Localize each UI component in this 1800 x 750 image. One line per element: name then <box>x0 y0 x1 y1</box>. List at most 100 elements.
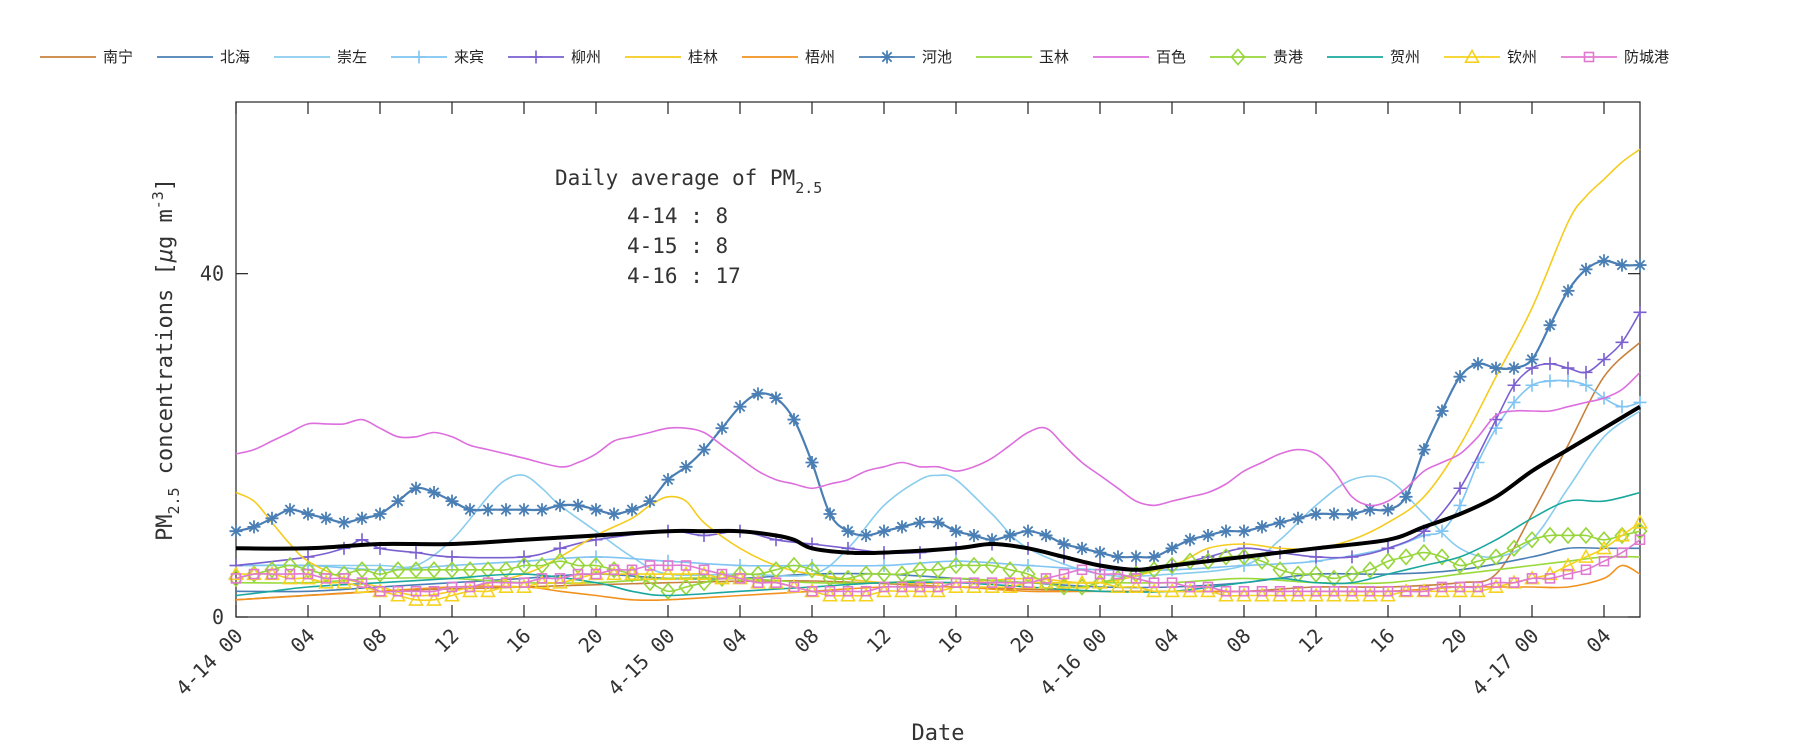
data-point <box>967 528 981 542</box>
data-point <box>1364 585 1376 597</box>
data-point <box>1362 587 1378 602</box>
data-point <box>912 561 928 579</box>
data-point <box>336 565 352 583</box>
data-point <box>1580 564 1592 576</box>
data-point <box>229 524 243 538</box>
data-point <box>391 494 405 508</box>
data-point <box>678 565 694 581</box>
data-point <box>715 421 729 435</box>
data-point <box>318 565 334 583</box>
data-point <box>1633 305 1647 319</box>
data-point <box>1292 585 1304 597</box>
data-point <box>1308 565 1324 583</box>
data-point <box>1452 556 1468 575</box>
series-group <box>236 410 1641 578</box>
data-point <box>930 583 946 598</box>
legend-item: 河池 <box>859 48 952 66</box>
data-point <box>858 565 874 583</box>
series-group <box>228 522 1648 600</box>
data-point <box>1254 587 1270 602</box>
legend-item: 桂林 <box>625 48 718 66</box>
data-point <box>1093 546 1107 560</box>
legend-label: 梧州 <box>805 48 835 66</box>
data-point <box>1362 561 1378 579</box>
data-point <box>1525 353 1539 366</box>
data-point <box>1238 585 1250 597</box>
data-point <box>1418 585 1430 597</box>
data-point <box>1274 585 1286 597</box>
data-point <box>554 573 566 584</box>
data-point <box>1020 565 1036 583</box>
legend-label: 柳州 <box>571 48 601 66</box>
data-point <box>1255 520 1269 534</box>
data-point <box>1290 587 1306 602</box>
data-point <box>1039 528 1053 542</box>
data-point <box>1435 404 1449 418</box>
x-tick-label: 16 <box>502 624 536 658</box>
x-tick-label: 12 <box>430 624 464 658</box>
data-point <box>1542 526 1558 545</box>
data-point <box>1218 587 1234 602</box>
legend-label: 防城港 <box>1624 48 1669 66</box>
data-point <box>409 546 423 560</box>
data-point <box>462 583 478 598</box>
y-tick-label: 0 <box>212 605 224 629</box>
legend-label: 玉林 <box>1039 48 1069 66</box>
x-tick-label: 20 <box>1438 624 1472 658</box>
data-point <box>354 561 370 579</box>
data-point <box>1164 583 1180 598</box>
data-point <box>752 577 764 588</box>
data-point <box>1398 548 1414 566</box>
data-point <box>698 564 710 576</box>
x-tick-label: 16 <box>1366 624 1400 658</box>
y-axis-title: PM2.5 concentrations [μg m-3] <box>149 178 183 541</box>
annotation: Daily average of PM2.5 4-14 : 8 4-15 : 8… <box>555 166 822 288</box>
data-point <box>1453 498 1467 512</box>
x-tick-label: 12 <box>862 624 896 658</box>
data-point <box>1075 541 1089 555</box>
data-point <box>1094 568 1106 580</box>
data-point <box>1183 533 1197 547</box>
y-tick-label: 40 <box>200 262 224 286</box>
legend-item: 来宾 <box>391 48 484 66</box>
data-point <box>336 574 352 589</box>
data-point <box>1346 585 1358 597</box>
data-point <box>1219 524 1233 538</box>
y-axis-title-sup: -3 <box>149 191 167 209</box>
data-point <box>895 520 909 534</box>
data-point <box>842 585 854 597</box>
data-point <box>841 524 855 538</box>
data-point <box>1057 537 1071 551</box>
data-point <box>1543 318 1557 332</box>
data-point <box>390 561 406 579</box>
series-group <box>229 254 1647 564</box>
data-point <box>1272 561 1288 579</box>
x-tick-label: 4-14 00 <box>171 624 248 701</box>
data-point <box>1146 583 1162 598</box>
data-point <box>968 577 980 588</box>
data-point <box>1201 528 1215 542</box>
data-point <box>804 561 820 579</box>
data-point <box>1578 548 1594 563</box>
axis-ticks: 4-14 00 04 08 12 16 204-15 00 04 08 12 16 204-16 0… <box>171 102 1640 700</box>
legend-item: 防城港 <box>1561 48 1669 66</box>
data-point <box>697 443 711 457</box>
data-point <box>1452 583 1468 598</box>
data-point <box>770 577 782 588</box>
legend-item: 南宁 <box>40 48 133 66</box>
legend-label: 河池 <box>922 48 952 66</box>
data-point <box>1633 258 1647 272</box>
data-point <box>1526 573 1538 584</box>
data-point <box>914 581 926 593</box>
data-point <box>733 400 747 414</box>
data-point <box>1543 374 1557 388</box>
data-point <box>1200 583 1216 598</box>
data-point <box>858 587 874 602</box>
data-point <box>428 585 440 597</box>
x-tick-label: 04 <box>286 624 320 658</box>
data-point <box>806 585 818 597</box>
data-point <box>230 573 242 584</box>
data-point <box>1380 552 1396 570</box>
data-point <box>1147 550 1161 564</box>
data-point <box>714 570 730 585</box>
